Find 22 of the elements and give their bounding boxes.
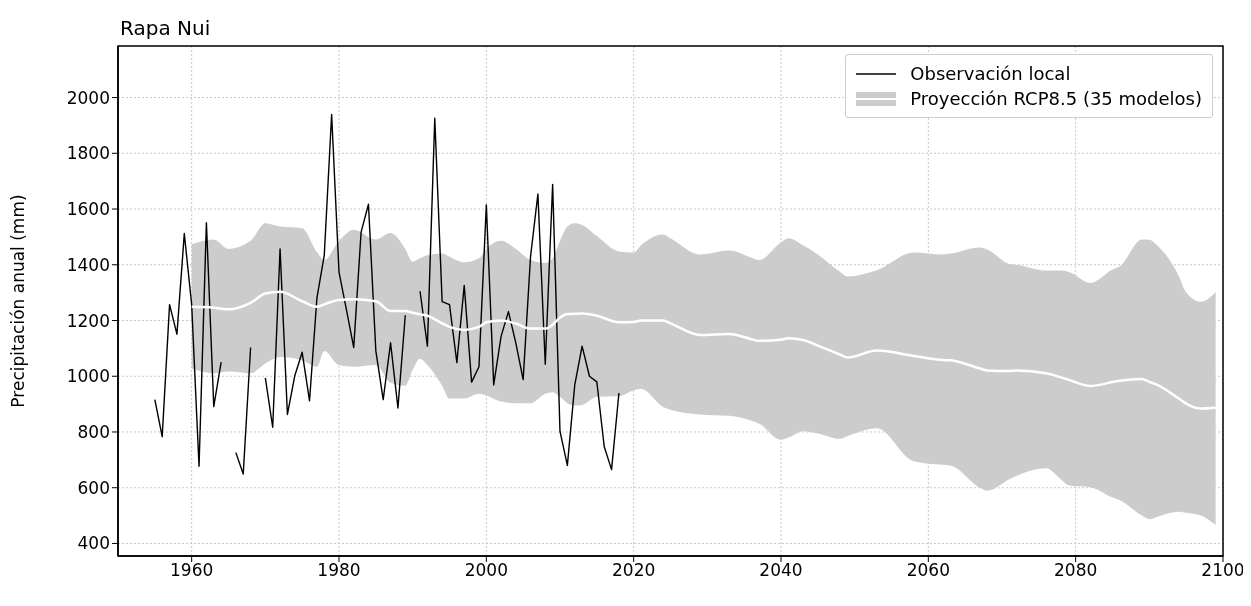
y-tick-label: 600	[77, 477, 110, 498]
line-series	[190, 290, 1217, 410]
x-tick-label: 1960	[170, 560, 214, 581]
y-tick-label: 800	[77, 422, 110, 443]
chart-title: Rapa Nui	[120, 16, 211, 40]
x-tick-label: 2040	[759, 560, 803, 581]
y-tick-label: 1800	[66, 143, 110, 164]
y-axis-title: Precipitación anual (mm)	[8, 194, 29, 408]
x-tick-label: 2020	[612, 560, 656, 581]
y-tick-label: 1000	[66, 366, 110, 387]
y-tick-label: 400	[77, 533, 110, 554]
legend-label: Observación local	[910, 63, 1071, 84]
y-tick-label: 1200	[66, 310, 110, 331]
x-tick-label: 2000	[464, 560, 508, 581]
x-tick-label: 2080	[1054, 560, 1098, 581]
x-tick-label: 1980	[317, 560, 361, 581]
y-tick-label: 2000	[66, 87, 110, 108]
legend-label: Proyección RCP8.5 (35 modelos)	[910, 88, 1202, 109]
y-tick-label: 1400	[66, 254, 110, 275]
x-tick-label: 2100	[1201, 560, 1245, 581]
y-tick-label: 1600	[66, 199, 110, 220]
x-tick-label: 2060	[906, 560, 950, 581]
